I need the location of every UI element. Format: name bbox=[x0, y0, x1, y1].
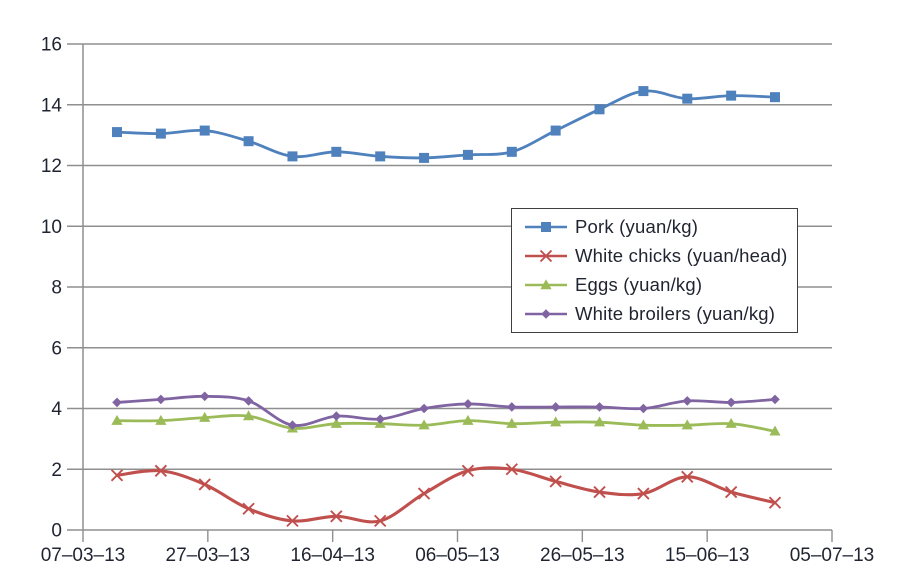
series-pork bbox=[112, 86, 780, 163]
legend-item-eggs: Eggs (yuan/kg) bbox=[524, 274, 793, 296]
y-tick-label: 0 bbox=[51, 521, 62, 542]
pork-line-square-marker-icon bbox=[525, 221, 567, 232]
x-axis-labels: 07–03–13 27–03–13 16–04–13 06–05–13 26–05–13… bbox=[41, 530, 875, 566]
x-tick-label: 05–07–13 bbox=[790, 545, 875, 566]
gridlines bbox=[67, 43, 832, 531]
y-tick-label: 14 bbox=[41, 95, 63, 116]
y-tick-label: 10 bbox=[41, 217, 62, 238]
series-white bbox=[110, 463, 782, 528]
y-tick-label: 6 bbox=[51, 338, 62, 359]
x-tick-label: 26–05–13 bbox=[540, 545, 625, 566]
legend-item-pork: Pork (yuan/kg) bbox=[524, 216, 793, 238]
series-white bbox=[112, 391, 780, 431]
y-tick-label: 8 bbox=[51, 278, 62, 299]
legend-label-eggs: Eggs (yuan/kg) bbox=[575, 274, 703, 296]
x-tick-label: 16–04–13 bbox=[290, 545, 375, 566]
y-tick-label: 2 bbox=[51, 460, 62, 481]
x-tick-label: 07–03–13 bbox=[41, 545, 126, 566]
series-eggs bbox=[111, 410, 781, 436]
legend-label-pork: Pork (yuan/kg) bbox=[575, 215, 699, 237]
legend-label-white-broilers: White broilers (yuan/kg) bbox=[575, 303, 776, 325]
x-tick-label: 27–03–13 bbox=[166, 545, 251, 566]
legend-item-white-chicks: White chicks (yuan/head) bbox=[524, 245, 793, 267]
legend-item-white-broilers: White broilers (yuan/kg) bbox=[524, 303, 793, 325]
eggs-line-triangle-marker-icon bbox=[525, 279, 567, 290]
y-tick-label: 4 bbox=[51, 399, 62, 420]
y-tick-label: 16 bbox=[41, 35, 62, 56]
white-broilers-line-diamond-marker-icon bbox=[525, 309, 567, 320]
legend-label-white-chicks: White chicks (yuan/head) bbox=[575, 244, 788, 266]
y-axis-labels: 0 2 4 6 8 10 12 14 16 bbox=[41, 35, 63, 542]
x-tick-label: 15–06–13 bbox=[665, 545, 750, 566]
y-tick-label: 12 bbox=[41, 156, 62, 177]
x-tick-label: 06–05–13 bbox=[415, 545, 500, 566]
white-chicks-line-x-marker-icon bbox=[525, 249, 567, 263]
chart-legend: Pork (yuan/kg) White chicks (yuan/head) … bbox=[511, 208, 798, 333]
